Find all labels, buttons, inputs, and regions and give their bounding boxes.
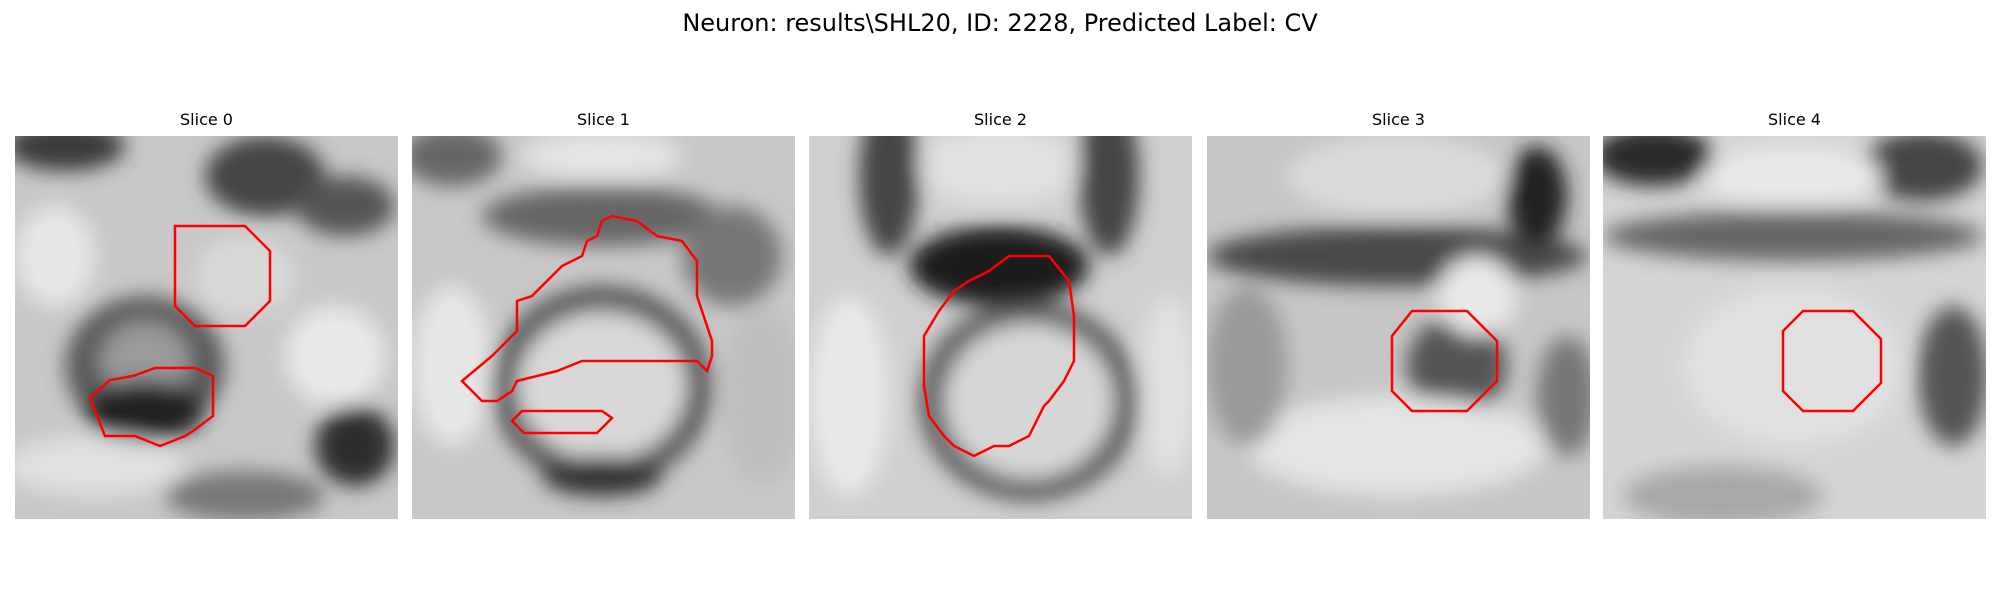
slice-image-2 [809, 136, 1192, 519]
slice-panel-3: Slice 3 [1207, 108, 1590, 519]
slice-panel-0: Slice 0 [15, 108, 398, 519]
slice-image-0 [15, 136, 398, 519]
slice-title-4: Slice 4 [1768, 110, 1821, 129]
slice-panel-2: Slice 2 [809, 108, 1192, 519]
slice-panel-1: Slice 1 [412, 108, 795, 519]
slice-title-3: Slice 3 [1372, 110, 1425, 129]
slice-title-0: Slice 0 [180, 110, 233, 129]
slice-image-3 [1207, 136, 1590, 519]
slice-title-2: Slice 2 [974, 110, 1027, 129]
slice-panel-4: Slice 4 [1603, 108, 1986, 519]
slice-image-1 [412, 136, 795, 519]
figure-title: Neuron: results\SHL20, ID: 2228, Predict… [682, 9, 1318, 37]
slice-image-4 [1603, 136, 1986, 519]
slice-title-1: Slice 1 [577, 110, 630, 129]
